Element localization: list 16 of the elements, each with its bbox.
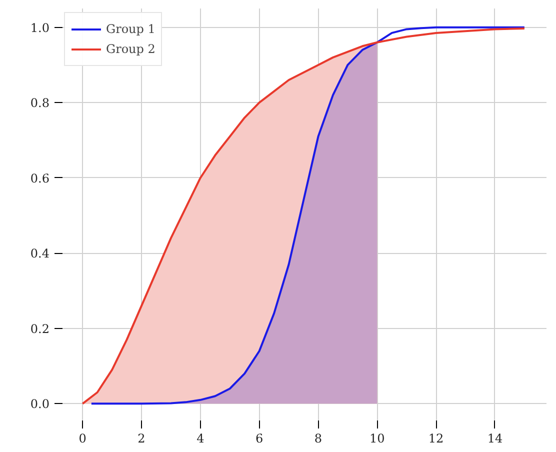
y-tick-label: 0.8 bbox=[30, 96, 50, 110]
x-tick-label: 0 bbox=[78, 432, 86, 446]
y-tick-label: 1.0 bbox=[30, 20, 50, 35]
y-tick-label: 0.6 bbox=[30, 171, 50, 186]
x-tick-label: 14 bbox=[487, 432, 503, 446]
x-tick-label: 10 bbox=[370, 432, 385, 446]
x-tick-label: 12 bbox=[428, 432, 444, 446]
x-tick-label: 8 bbox=[314, 432, 322, 446]
x-tick-label: 6 bbox=[256, 432, 264, 446]
legend-label: Group 2 bbox=[106, 42, 156, 56]
legend-label: Group 1 bbox=[106, 22, 156, 36]
y-tick-label: 0.0 bbox=[30, 397, 50, 412]
x-tick-label: 4 bbox=[196, 432, 205, 446]
x-tick-label: 2 bbox=[138, 432, 146, 446]
y-tick-label: 0.2 bbox=[30, 322, 50, 336]
y-tick-label: 0.4 bbox=[30, 246, 50, 261]
